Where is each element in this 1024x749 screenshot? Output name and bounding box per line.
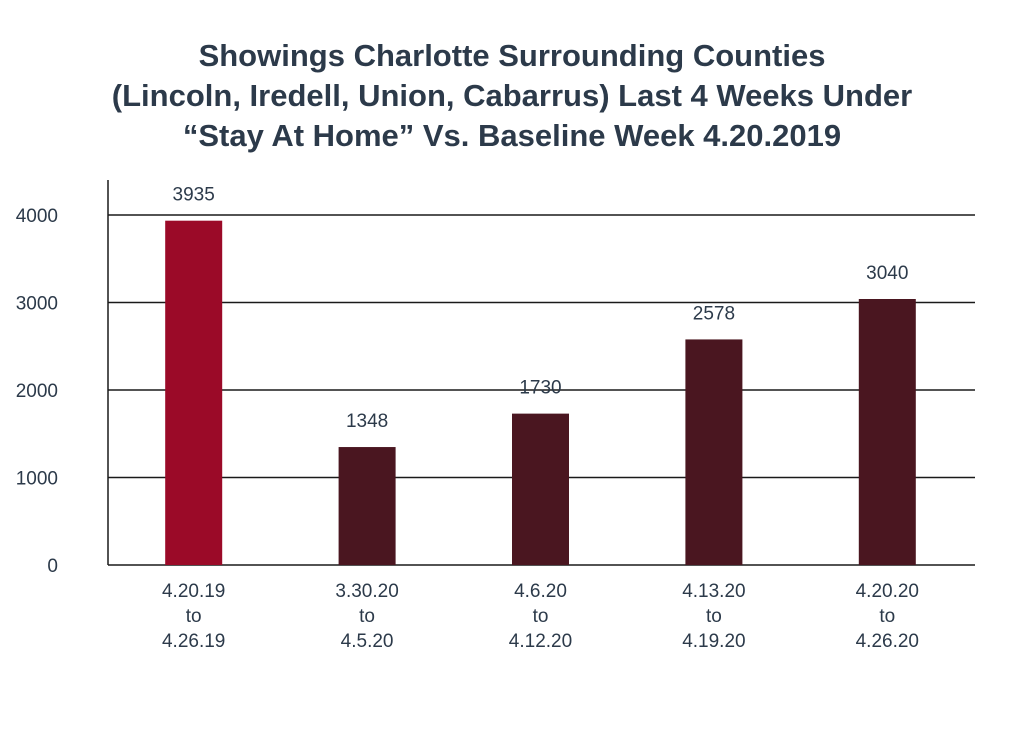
x-tick-label: to xyxy=(706,606,722,627)
bar xyxy=(512,413,569,565)
x-tick-label: 4.19.20 xyxy=(682,631,745,652)
x-tick-label: 4.20.20 xyxy=(856,581,919,602)
x-tick-label: 3.30.20 xyxy=(335,581,398,602)
chart-title-line-3: “Stay At Home” Vs. Baseline Week 4.20.20… xyxy=(182,118,842,153)
y-tick-label: 2000 xyxy=(16,381,58,402)
bar xyxy=(685,339,743,565)
data-label: 2578 xyxy=(693,303,735,324)
x-tick-label: 4.26.19 xyxy=(162,631,225,652)
y-tick-label: 0 xyxy=(47,556,58,577)
x-tick-label: 4.12.20 xyxy=(509,631,572,652)
x-tick-label: 4.20.19 xyxy=(162,581,225,602)
bar xyxy=(165,220,223,565)
chart-title: Showings Charlotte Surrounding Counties … xyxy=(0,36,1024,156)
x-tick-label: to xyxy=(359,606,375,627)
y-tick-label: 4000 xyxy=(16,206,58,227)
x-tick-label: 4.26.20 xyxy=(856,631,919,652)
chart-title-line-1: Showings Charlotte Surrounding Counties xyxy=(198,38,826,73)
bar xyxy=(338,447,396,565)
x-tick-label: to xyxy=(533,606,549,627)
x-tick-label: to xyxy=(186,606,202,627)
data-label: 1730 xyxy=(519,378,561,399)
bar xyxy=(858,299,916,565)
chart-title-line-2: (Lincoln, Iredell, Union, Cabarrus) Last… xyxy=(111,78,913,113)
x-tick-label: to xyxy=(879,606,895,627)
y-tick-label: 1000 xyxy=(16,469,58,490)
x-tick-label: 4.6.20 xyxy=(514,581,567,602)
x-tick-label: 4.13.20 xyxy=(682,581,745,602)
y-tick-label: 3000 xyxy=(16,294,58,315)
data-label: 3040 xyxy=(866,263,908,284)
data-label: 1348 xyxy=(346,411,388,432)
data-label: 3935 xyxy=(173,185,215,206)
x-tick-label: 4.5.20 xyxy=(341,631,394,652)
